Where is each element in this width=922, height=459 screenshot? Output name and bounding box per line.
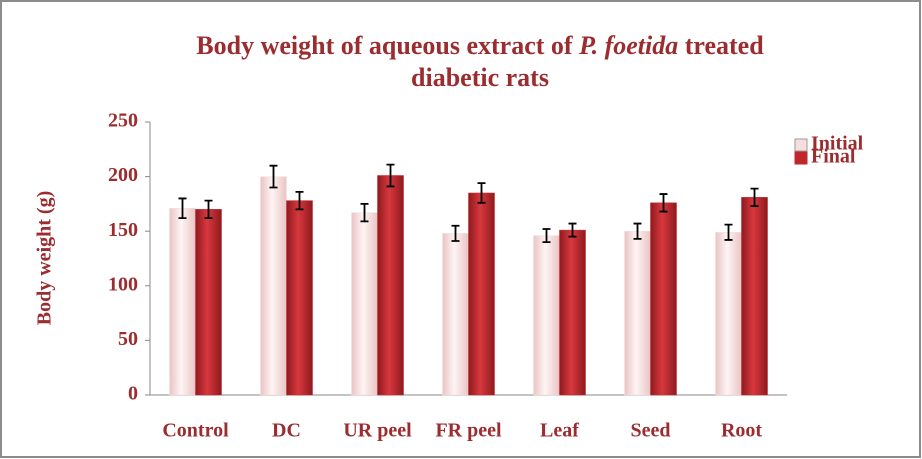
x-tick-label: Control — [162, 420, 229, 442]
bar — [351, 212, 378, 396]
error-bar — [477, 182, 486, 204]
error-bar — [204, 199, 213, 219]
error-bar — [451, 224, 460, 242]
bar — [195, 209, 222, 396]
bar — [468, 192, 495, 396]
x-tick-label: Leaf — [540, 420, 579, 442]
error-bar — [633, 222, 642, 240]
error-bar — [724, 223, 733, 241]
error-bar — [295, 190, 304, 211]
bar — [741, 197, 768, 396]
bar — [559, 229, 586, 396]
y-tick-label: 50 — [118, 328, 138, 350]
error-bar — [178, 197, 187, 219]
chart-title: diabetic rats — [411, 63, 549, 92]
bar — [624, 230, 651, 396]
error-bar — [659, 193, 668, 213]
y-tick-label: 250 — [108, 110, 138, 132]
chart-title: Body weight of aqueous extract of P. foe… — [196, 31, 764, 60]
y-tick-label: 150 — [108, 219, 138, 241]
y-tick-label: 0 — [128, 383, 138, 405]
legend-label: Final — [811, 146, 856, 168]
x-tick-label: Root — [721, 420, 762, 442]
error-bar — [542, 228, 551, 244]
title-part: treated — [685, 31, 764, 60]
x-tick-label: FR peel — [435, 420, 502, 442]
legend-swatch — [794, 151, 808, 165]
error-bar — [360, 203, 369, 223]
error-bar — [269, 164, 278, 189]
error-bar — [568, 222, 577, 238]
bar — [533, 235, 560, 396]
error-bar — [386, 163, 395, 188]
bar — [377, 175, 404, 396]
title-part: P. foetida — [578, 31, 678, 60]
bar — [169, 208, 196, 396]
title-part: Body weight of aqueous extract of — [196, 31, 573, 60]
y-tick-label: 100 — [108, 273, 138, 295]
legend-label: Initial — [811, 133, 864, 155]
x-tick-label: DC — [272, 420, 301, 442]
bar — [286, 200, 313, 396]
bar — [715, 232, 742, 396]
y-tick-label: 200 — [108, 164, 138, 186]
bar — [260, 176, 287, 396]
x-tick-label: UR peel — [343, 420, 412, 442]
bar — [442, 233, 469, 396]
error-bar — [750, 187, 759, 207]
bar — [650, 202, 677, 396]
x-tick-label: Seed — [631, 420, 671, 442]
legend-swatch — [794, 138, 808, 152]
y-axis-label: Body weight (g) — [34, 191, 56, 325]
